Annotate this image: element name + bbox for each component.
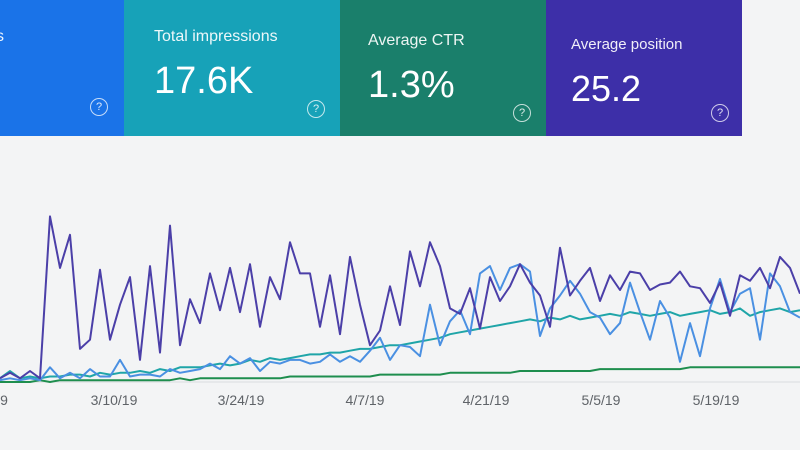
series-line <box>0 215 800 380</box>
performance-chart[interactable]: 9 3/10/19 3/24/19 4/7/19 4/21/19 5/5/19 … <box>0 138 800 450</box>
x-tick-label: 5/19/19 <box>692 392 740 408</box>
card-value: 25.2 <box>571 68 642 109</box>
total-impressions-card[interactable]: Total impressions 17.6K ? <box>124 0 340 136</box>
x-tick-label: 4/7/19 <box>345 392 385 408</box>
help-icon[interactable]: ? <box>711 104 729 122</box>
average-position-card[interactable]: Average position 25.2 ? <box>546 0 742 136</box>
metric-cards: s ? Total impressions 17.6K ? Average CT… <box>0 0 800 138</box>
series-line <box>0 366 800 383</box>
x-tick-label: 9 <box>0 392 8 408</box>
total-clicks-card[interactable]: s ? <box>0 0 124 136</box>
card-label: Average position <box>571 36 683 53</box>
card-value: 1.3% <box>368 64 455 106</box>
card-label: Average CTR <box>368 32 465 49</box>
performance-chart-svg <box>0 215 800 383</box>
x-tick-label: 3/10/19 <box>90 392 138 408</box>
x-tick-label: 5/5/19 <box>581 392 621 408</box>
card-label: s <box>0 28 4 45</box>
help-icon[interactable]: ? <box>307 100 325 118</box>
series-line <box>0 263 800 382</box>
x-tick-label: 3/24/19 <box>217 392 265 408</box>
help-icon[interactable]: ? <box>90 98 108 116</box>
average-ctr-card[interactable]: Average CTR 1.3% ? <box>340 0 546 136</box>
card-label: Total impressions <box>154 28 278 45</box>
card-value: 17.6K <box>154 60 254 102</box>
help-icon[interactable]: ? <box>513 104 531 122</box>
x-tick-label: 4/21/19 <box>462 392 510 408</box>
